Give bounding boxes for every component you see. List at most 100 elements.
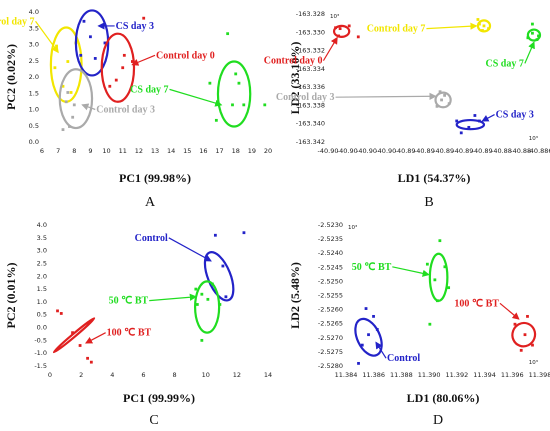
panel-c-point-control (213, 233, 217, 237)
panel-a-xtick-label: 8 (72, 147, 76, 155)
panel-d-ytick-label: -2.5255 (318, 292, 343, 300)
panel-c-label-50-bt: 50 ℃ BT (109, 296, 149, 307)
panel-c-point-50-bt (194, 287, 198, 291)
panel-c-point-100-bt (86, 356, 89, 360)
panel-b-point-cs-day-7 (537, 34, 540, 38)
panel-c-point-control (224, 295, 228, 299)
panel-a-y-axis-title: PC2 (0.02%) (4, 44, 18, 110)
panel-c-xtick-label: 6 (141, 371, 145, 379)
panel-c-ellipse-100-bt (52, 317, 96, 354)
panel-c-letter: C (149, 413, 158, 428)
panel-a-point-control-day-0 (108, 84, 112, 88)
panel-a-xtick-label: 13 (151, 147, 159, 155)
panel-c-point-50-bt (206, 297, 210, 301)
panel-a-xtick-label: 16 (199, 147, 207, 155)
panel-b-ellipse-cs-day-7 (526, 28, 542, 42)
panel-a-point-cs-day-3 (82, 19, 86, 23)
panel-a-point-control-day-3 (66, 91, 70, 94)
panel-d-point-100-bt (526, 314, 529, 318)
panel-d-ytick-label: -2.5260 (318, 306, 343, 314)
panel-c-ytick-label: -1.0 (34, 349, 47, 357)
panel-c-label-control: Control (135, 233, 168, 244)
panel-d-point-control (364, 307, 368, 310)
panel-b-xtick-label: -40.89 (433, 147, 454, 155)
panel-c-arrow-100-bt (85, 332, 106, 344)
panel-a-xtick-label: 7 (56, 147, 60, 155)
panel-b-point-cs-day-3 (478, 119, 481, 123)
panel-d-point-control (375, 328, 379, 331)
panel-b-point-control-day-3 (435, 104, 439, 108)
panel-a-point-cs-day-3 (93, 57, 97, 60)
panel-d-point-50-bt (433, 278, 437, 282)
panel-c-ytick-label: 3.5 (37, 234, 47, 242)
panel-c-ytick-label: 1.5 (37, 285, 47, 293)
panel-a-xtick-label: 14 (167, 147, 175, 155)
panel-b-xtick-label: -40.88 (510, 147, 531, 155)
panel-d-arrow-100-bt (499, 302, 520, 320)
panel-a-ytick-label: 0.5 (29, 122, 39, 130)
panel-d-ellipse-100-bt (511, 321, 537, 348)
panel-a-point-control-day-0 (142, 16, 146, 20)
panel-a-ellipse-control-day-3 (58, 68, 94, 130)
panel-b-xtick-label: -40.90 (356, 147, 377, 155)
panel-b-xtick-label: -40.90 (375, 147, 396, 155)
panel-b-ellipse-cs-day-3 (455, 118, 486, 131)
panel-b-arrow-cs-day-3 (481, 114, 495, 122)
panel-b-ytick-label: -163.336 (296, 83, 325, 91)
panel-b-letter: B (424, 195, 433, 210)
panel-a-xtick-label: 15 (183, 147, 191, 155)
panel-c-xtick-label: 2 (79, 371, 83, 379)
panel-a-point-cs-day-7 (263, 103, 267, 107)
panel-c-ellipse-50-bt (193, 280, 221, 334)
panel-d-point-100-bt (531, 343, 534, 347)
panel-b-point-control-day-0 (334, 26, 337, 30)
panel-b-x-multiplier: 10³ (529, 135, 538, 142)
panel-c-xtick-label: 0 (48, 371, 52, 379)
panel-d-x-multiplier: 10³ (529, 359, 538, 366)
panel-b-label-control-day-7: Control day 7 (367, 24, 426, 35)
panel-a-point-control-day-7 (69, 91, 73, 94)
panel-a-ytick-label: 4.0 (29, 8, 39, 16)
panel-a-ytick-label: 2.5 (29, 57, 39, 65)
panel-b-ytick-label: -163.340 (296, 120, 325, 128)
panel-a-label-cs-day-3: CS day 3 (116, 21, 154, 32)
panel-a-x-axis-title: PC1 (99.98%) (119, 171, 191, 185)
panel-a-point-control-day-0 (131, 60, 134, 63)
panel-b-label-cs-day-3: CS day 3 (496, 110, 534, 121)
panel-a-arrow-control-day-3 (81, 103, 96, 111)
panel-a-point-cs-day-3 (103, 41, 107, 45)
panel-d-ytick-label: -2.5265 (318, 320, 343, 328)
panel-c-arrow-50-bt (149, 293, 198, 302)
panel-d-point-50-bt (447, 286, 451, 290)
panel-b-point-control-day-7 (478, 22, 481, 26)
panel-c-point-50-bt (200, 292, 204, 296)
panel-a-point-control-day-3 (72, 103, 76, 107)
panel-d-ytick-label: -2.5230 (318, 221, 343, 229)
panel-c-xtick-label: 4 (110, 371, 114, 379)
panel-a-ytick-label: 3.0 (29, 41, 39, 49)
panel-a-ytick-label: 1.0 (29, 106, 39, 114)
panel-c-xtick-label: 10 (202, 371, 210, 379)
panel-d-ellipse-control (354, 317, 383, 357)
panel-a-point-control-day-7 (55, 44, 58, 48)
panel-b-arrow-control-day-0 (322, 36, 338, 61)
panel-d-xtick-label: 11.398 (529, 371, 550, 379)
panel-c-ytick-label: -1.5 (34, 362, 47, 370)
panel-c-ytick-label: 1.0 (37, 298, 47, 306)
panel-a-xtick-label: 9 (88, 147, 92, 155)
panel-d-point-control (360, 343, 364, 347)
panel-b-xtick-label: -40.886 (527, 147, 550, 155)
panel-a-xtick-label: 17 (215, 147, 223, 155)
panel-d-point-control (357, 361, 360, 365)
panel-c-point-100-bt (78, 344, 82, 347)
panel-c-point-50-bt (210, 282, 214, 286)
panel-b-point-control-day-0 (337, 34, 340, 38)
panel-c-ytick-label: 0.0 (37, 324, 47, 332)
panel-a-point-cs-day-7 (242, 103, 246, 107)
panel-b-xtick-label: -40.89 (395, 147, 416, 155)
panel-c-x-axis-title: PC1 (99.99%) (123, 391, 195, 405)
panel-c-ytick-label: 4.0 (37, 221, 47, 229)
panel-a-arrow-control-day-7 (35, 20, 59, 54)
panel-a-point-control-day-3 (64, 100, 68, 104)
panel-a-letter: A (145, 195, 156, 210)
